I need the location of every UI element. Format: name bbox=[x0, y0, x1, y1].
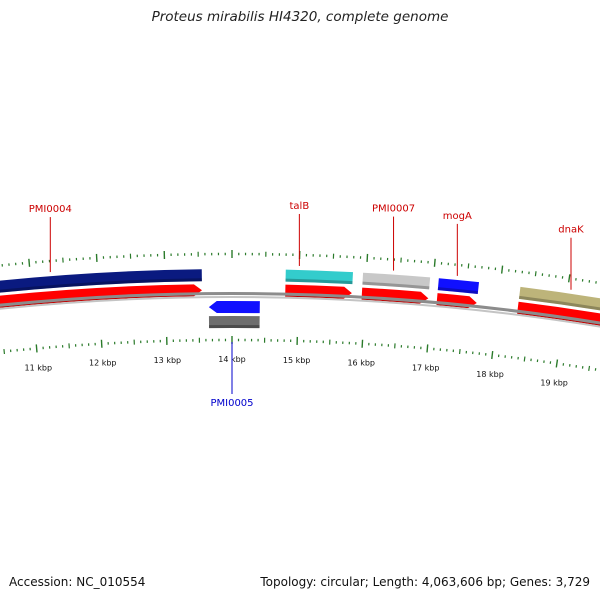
scale-tick-label: 13 kbp bbox=[154, 356, 182, 365]
cds-arrow-shadow bbox=[0, 293, 195, 308]
backbone-ring bbox=[0, 292, 600, 328]
scale-tick-label: 15 kbp bbox=[283, 356, 311, 365]
inner-tick bbox=[3, 348, 6, 355]
inner-tick bbox=[491, 350, 494, 360]
gene-bar-dnak bbox=[518, 286, 600, 311]
scale-tick-label: 16 kbp bbox=[347, 359, 375, 368]
backbone-inner-line bbox=[0, 296, 600, 328]
feature-labels: PMI0004 PMI0005 talB PMI0007 mogA dnaK bbox=[29, 201, 584, 409]
inner-tick bbox=[458, 348, 461, 355]
gene-bar-shadow bbox=[209, 324, 260, 329]
gene-bar-shadow bbox=[437, 287, 479, 295]
scale-tick-label: 18 kbp bbox=[476, 370, 504, 379]
scale-tick-label: 19 kbp bbox=[540, 378, 568, 387]
outer-tick bbox=[467, 263, 470, 269]
gene-bar-shadow bbox=[518, 295, 600, 311]
gene-bar-pmi0004 bbox=[0, 269, 202, 293]
gene-bar-pmi0005 bbox=[208, 315, 260, 329]
outer-tick bbox=[567, 274, 571, 283]
genome-summary-text: Topology: circular; Length: 4,063,606 bp… bbox=[260, 575, 590, 589]
inner-tick bbox=[588, 365, 591, 371]
accession-text: Accession: NC_010554 bbox=[9, 575, 146, 589]
cds-arrow-pmi0005 bbox=[208, 301, 260, 314]
inner-tick bbox=[523, 356, 526, 362]
feature-label-pmi0004: PMI0004 bbox=[29, 204, 72, 215]
gene-bar-talb bbox=[285, 269, 353, 285]
gene-bar-shadow bbox=[362, 281, 430, 290]
scale-tick-label: 17 kbp bbox=[412, 363, 440, 372]
gene-bar-moga bbox=[437, 278, 480, 295]
feature-label-dnak: dnaK bbox=[558, 225, 584, 236]
inner-tick bbox=[35, 344, 38, 353]
gene-bar-shadow bbox=[0, 278, 202, 293]
outer-tick bbox=[534, 271, 537, 277]
feature-tracks bbox=[0, 269, 600, 329]
gene-bar-pmi0007 bbox=[362, 272, 431, 290]
outer-tick bbox=[28, 258, 31, 267]
feature-label-moga: mogA bbox=[443, 211, 472, 222]
scale-tick-label: 11 kbp bbox=[25, 363, 53, 372]
backbone-outer-line bbox=[0, 292, 600, 325]
map-title: Proteus mirabilis HI4320, complete genom… bbox=[151, 9, 449, 25]
outer-tick bbox=[433, 258, 436, 267]
scale-tick-label: 12 kbp bbox=[89, 359, 117, 368]
inner-tick bbox=[426, 344, 429, 353]
inner-tick bbox=[555, 359, 559, 368]
feature-label-talb: talB bbox=[290, 201, 310, 212]
gene-bar-shadow bbox=[285, 278, 353, 285]
feature-label-pmi0005: PMI0005 bbox=[210, 398, 253, 409]
feature-label-pmi0007: PMI0007 bbox=[372, 204, 415, 215]
outer-tick bbox=[500, 265, 504, 274]
